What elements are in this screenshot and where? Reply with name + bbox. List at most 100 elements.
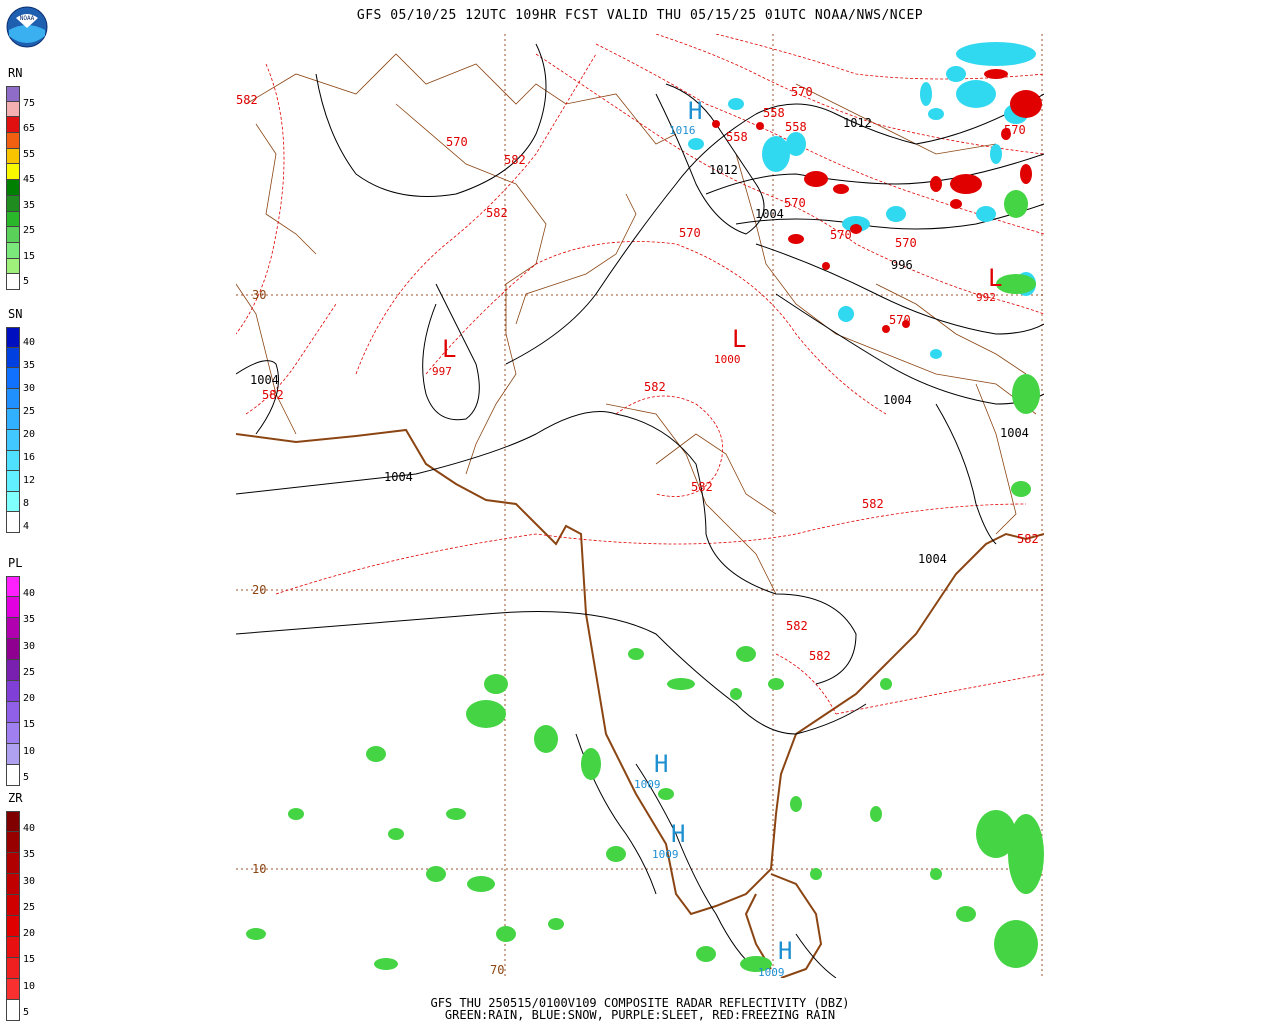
- legend-tick-label: 30: [23, 640, 36, 652]
- legend-swatch: [6, 195, 20, 212]
- low-symbol: L: [442, 335, 456, 363]
- label-1004: 1004: [250, 373, 279, 387]
- label-1004: 1004: [1000, 426, 1029, 440]
- footer-legend-key: GREEN:RAIN, BLUE:SNOW, PURPLE:SLEET, RED…: [444, 1008, 836, 1022]
- legend-swatch: [6, 429, 20, 451]
- legend-tick-label: 15: [23, 719, 36, 731]
- low-symbol: L: [732, 325, 746, 353]
- legend-tick-label: 35: [23, 360, 36, 372]
- label-1004: 1004: [384, 470, 413, 484]
- lat-lon-grid: [236, 34, 1044, 978]
- high-value-1009: 1009: [634, 778, 661, 791]
- legend-swatch: [6, 180, 20, 196]
- legend-tick-label: 40: [23, 588, 36, 600]
- legend-swatch: [6, 916, 20, 937]
- legend-tick-label: 8: [23, 497, 30, 509]
- legend-freezing-rain: ZR 40 35 30 25 20 15 10 5: [4, 791, 44, 1021]
- legend-swatch: [6, 811, 20, 832]
- weather-map[interactable]: 582 570 582 582 570 570 558 558 558 570 …: [236, 34, 1044, 978]
- legend-swatch: [6, 723, 20, 744]
- legend-color-bar: [6, 86, 20, 290]
- legend-tick-label: 5: [23, 1006, 30, 1018]
- legend-title: SN: [8, 307, 23, 321]
- legend-swatch: [6, 681, 20, 702]
- legend-swatch: [6, 471, 20, 492]
- legend-color-bar: [6, 576, 20, 786]
- legend-swatch: [6, 327, 20, 348]
- lon-label-70: 70: [490, 963, 504, 977]
- legend-tick-label: 20: [23, 928, 36, 940]
- legend-tick-label: 75: [23, 97, 36, 109]
- legend-swatch: [6, 101, 20, 118]
- legend-swatch: [6, 347, 20, 369]
- label-582: 582: [862, 497, 884, 511]
- legend-swatch: [6, 576, 20, 597]
- label-1004: 1004: [755, 207, 784, 221]
- label-996: 996: [891, 258, 913, 272]
- legend-tick-label: 15: [23, 954, 36, 966]
- legend-swatch: [6, 618, 20, 639]
- label-1004: 1004: [918, 552, 947, 566]
- map-canvas: 582 570 582 582 570 570 558 558 558 570 …: [236, 34, 1044, 978]
- svg-text:NOAA: NOAA: [20, 15, 35, 22]
- snow-echoes: [688, 42, 1036, 359]
- legend-tick-label: 5: [23, 771, 30, 783]
- legend-swatch: [6, 242, 20, 259]
- legend-swatch: [6, 744, 20, 765]
- legend-tick-label: 20: [23, 429, 36, 440]
- legend-swatch: [6, 274, 20, 290]
- legend-tick-label: 15: [23, 250, 36, 262]
- high-symbol: H: [654, 750, 668, 778]
- legend-tick-label: 12: [23, 474, 36, 486]
- chart-title: GFS 05/10/25 12UTC 109HR FCST VALID THU …: [356, 8, 924, 23]
- legend-swatch: [6, 368, 20, 389]
- low-value-1000: 1000: [714, 353, 741, 366]
- high-symbol: H: [671, 820, 685, 848]
- legend-tick-label: 55: [23, 148, 36, 160]
- legend-tick-label: 20: [23, 693, 36, 705]
- legend-swatch: [6, 133, 20, 149]
- legend-swatch: [6, 388, 20, 410]
- lat-label-30: 30: [252, 288, 266, 302]
- legend-swatch: [6, 958, 20, 979]
- legend-tick-label: 30: [23, 875, 36, 887]
- label-582: 582: [691, 480, 713, 494]
- legend-tick-label: 35: [23, 849, 36, 861]
- legend-color-bar: [6, 811, 20, 1021]
- low-symbol: L: [988, 264, 1002, 292]
- high-value-1016: 1016: [669, 124, 696, 137]
- label-570: 570: [791, 85, 813, 99]
- legend-tick-label: 40: [23, 337, 36, 349]
- legend-tick-label: 5: [23, 276, 30, 288]
- lat-label-10: 10: [252, 862, 266, 876]
- high-value-1009: 1009: [652, 848, 679, 861]
- legend-swatch: [6, 874, 20, 895]
- label-570: 570: [889, 313, 911, 327]
- lat-label-20: 20: [252, 583, 266, 597]
- label-558: 558: [726, 130, 748, 144]
- legend-swatch: [6, 832, 20, 853]
- label-582: 582: [236, 93, 258, 107]
- rain-echoes: [246, 190, 1044, 972]
- legend-swatch: [6, 702, 20, 723]
- label-582: 582: [809, 649, 831, 663]
- legend-swatch: [6, 164, 20, 181]
- country-borders: [236, 53, 1037, 595]
- legend-swatch: [6, 979, 20, 1000]
- footer-title: GFS THU 250515/0100V109 COMPOSITE RADAR …: [430, 996, 850, 1010]
- low-centers: L 997 L 1000 L 992: [432, 264, 1002, 378]
- isobar-labels: 1012 1012 1004 996 1004 1004 1004 1004 1…: [250, 116, 1029, 566]
- legend-tick-label: 10: [23, 745, 36, 757]
- legend-color-bar: [6, 327, 20, 533]
- freezing-rain-echoes: [712, 69, 1042, 333]
- legend-tick-label: 65: [23, 123, 36, 135]
- isobars: [236, 43, 1044, 978]
- legend-tick-label: 4: [23, 520, 30, 532]
- label-582: 582: [1017, 532, 1039, 546]
- label-582: 582: [504, 153, 526, 167]
- label-1012: 1012: [843, 116, 872, 130]
- legend-swatch: [6, 409, 20, 430]
- label-1004: 1004: [883, 393, 912, 407]
- low-value-992: 992: [976, 291, 996, 304]
- legend-rain: RN 75 65 55 45 35 25 15 5: [4, 66, 44, 290]
